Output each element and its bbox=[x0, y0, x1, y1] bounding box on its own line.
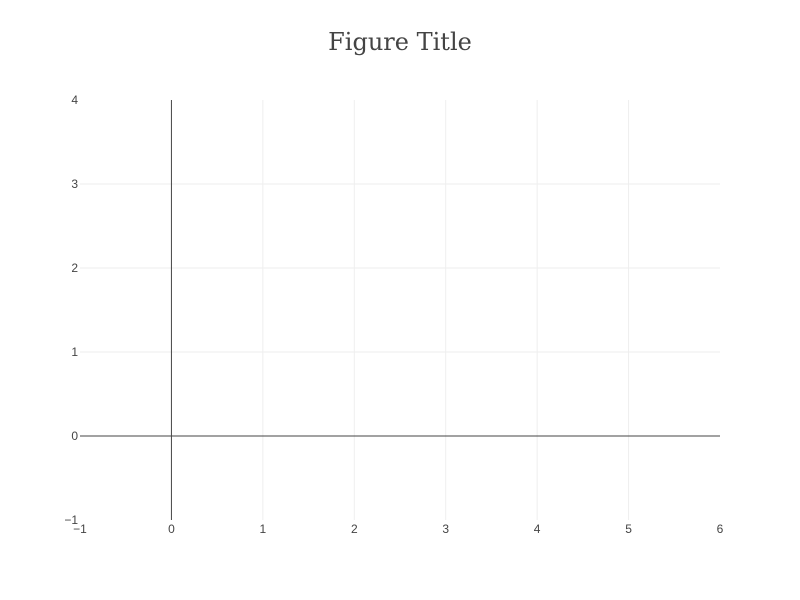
x-tick-label: 0 bbox=[168, 522, 175, 536]
zerolines bbox=[80, 100, 720, 520]
x-tick-label: 3 bbox=[442, 522, 449, 536]
chart-title: Figure Title bbox=[328, 28, 472, 56]
y-tick-label: 0 bbox=[71, 429, 78, 443]
y-tick-label: 1 bbox=[71, 345, 78, 359]
y-tick-label: 2 bbox=[71, 261, 78, 275]
gridlines bbox=[80, 100, 720, 520]
y-tick-label: 4 bbox=[71, 93, 78, 107]
tick-labels: −1 0 1 2 3 4 5 6 −1 0 1 2 3 4 bbox=[64, 93, 723, 536]
x-tick-label: −1 bbox=[73, 522, 87, 536]
y-tick-label: −1 bbox=[64, 513, 78, 527]
x-tick-label: 6 bbox=[717, 522, 724, 536]
x-tick-label: 2 bbox=[351, 522, 358, 536]
x-tick-label: 4 bbox=[534, 522, 541, 536]
y-tick-label: 3 bbox=[71, 177, 78, 191]
x-tick-label: 5 bbox=[625, 522, 632, 536]
x-tick-label: 1 bbox=[260, 522, 267, 536]
